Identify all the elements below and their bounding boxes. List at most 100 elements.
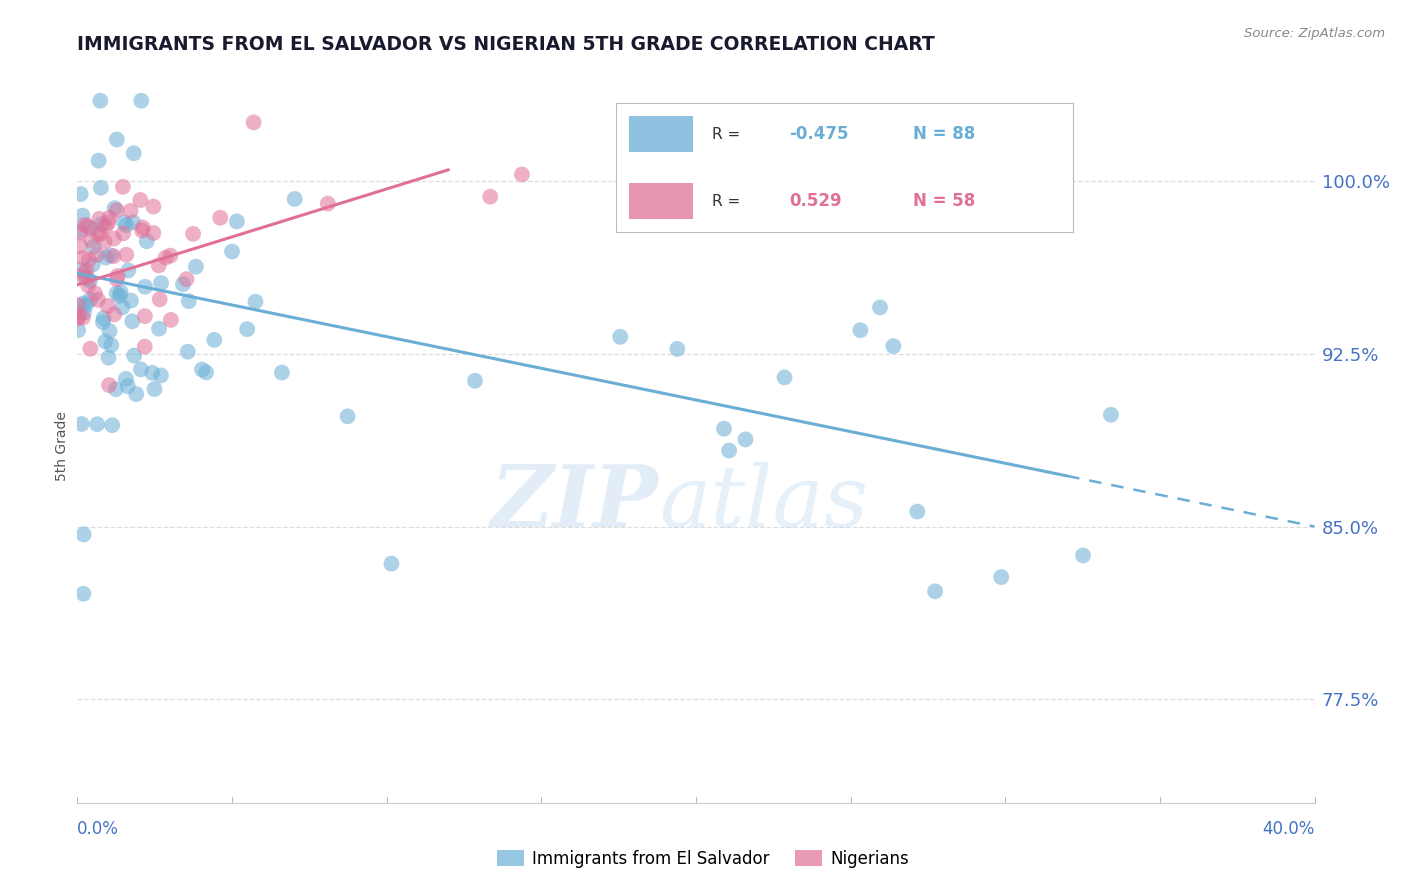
Point <box>87 153 110 168</box>
Point <box>69 223 91 237</box>
Point <box>122 215 145 229</box>
Point <box>105 286 128 301</box>
Point <box>924 584 946 599</box>
Point <box>83 286 105 301</box>
Point <box>100 248 122 262</box>
Point <box>191 362 214 376</box>
Point <box>75 271 97 285</box>
Point <box>177 344 200 359</box>
Point <box>221 244 243 259</box>
Point <box>72 270 94 285</box>
Point <box>98 211 121 225</box>
Point <box>83 239 105 253</box>
Point <box>149 368 172 383</box>
Point <box>67 323 90 337</box>
Point <box>134 309 156 323</box>
Point <box>242 115 264 129</box>
Text: R =: R = <box>711 127 740 142</box>
Point <box>103 231 125 245</box>
Point <box>132 220 155 235</box>
Point <box>176 272 198 286</box>
Point <box>905 505 928 519</box>
Point <box>76 219 98 234</box>
Point <box>66 298 89 312</box>
Point <box>97 216 120 230</box>
Y-axis label: 5th Grade: 5th Grade <box>55 411 69 481</box>
Point <box>122 349 145 363</box>
Point <box>79 293 101 307</box>
Point <box>990 570 1012 584</box>
Point <box>76 263 98 277</box>
Text: IMMIGRANTS FROM EL SALVADOR VS NIGERIAN 5TH GRADE CORRELATION CHART: IMMIGRANTS FROM EL SALVADOR VS NIGERIAN … <box>77 35 935 54</box>
Point <box>104 201 127 215</box>
Text: N = 88: N = 88 <box>912 125 976 144</box>
Point <box>101 418 124 433</box>
Point <box>89 227 111 241</box>
Point <box>150 276 173 290</box>
Point <box>69 262 91 277</box>
Text: N = 58: N = 58 <box>912 192 976 211</box>
Point <box>72 209 94 223</box>
Point <box>134 279 156 293</box>
Point <box>80 221 103 235</box>
Point <box>120 293 142 308</box>
Point <box>79 274 101 288</box>
Point <box>115 219 138 233</box>
Point <box>155 251 177 265</box>
Point <box>380 557 402 571</box>
Point <box>734 433 756 447</box>
Point <box>77 252 100 267</box>
Point <box>105 132 128 146</box>
Point <box>66 311 89 326</box>
Point <box>464 374 486 388</box>
Bar <box>630 183 693 219</box>
Point <box>67 309 90 323</box>
Point <box>104 382 127 396</box>
Point <box>245 294 267 309</box>
Point <box>72 310 94 325</box>
Point <box>148 321 170 335</box>
Point <box>73 527 96 541</box>
Point <box>70 417 93 431</box>
Point <box>236 322 259 336</box>
Point <box>73 305 96 319</box>
Point <box>72 587 94 601</box>
Point <box>69 239 91 253</box>
Text: atlas: atlas <box>659 462 868 544</box>
Point <box>89 94 111 108</box>
Point <box>105 272 128 286</box>
Text: Source: ZipAtlas.com: Source: ZipAtlas.com <box>1244 27 1385 40</box>
Point <box>120 203 142 218</box>
Point <box>172 277 194 292</box>
Point <box>316 196 339 211</box>
Point <box>112 215 135 229</box>
Point <box>510 168 533 182</box>
Point <box>1099 408 1122 422</box>
Point <box>97 351 120 365</box>
Point <box>195 365 218 379</box>
Point <box>86 417 108 432</box>
Point <box>814 185 837 199</box>
Point <box>82 258 104 272</box>
Point <box>773 370 796 384</box>
Point <box>105 203 128 218</box>
Point <box>284 192 307 206</box>
Point <box>108 289 131 303</box>
Point <box>73 218 96 232</box>
Text: ZIP: ZIP <box>491 461 659 545</box>
Point <box>75 298 97 312</box>
Point <box>143 382 166 396</box>
Point <box>336 409 359 424</box>
Point <box>148 259 170 273</box>
Point <box>115 372 138 386</box>
Point <box>160 313 183 327</box>
Point <box>91 315 114 329</box>
Point <box>111 301 134 315</box>
Point <box>666 342 689 356</box>
Text: 40.0%: 40.0% <box>1263 820 1315 838</box>
Point <box>69 187 91 202</box>
Point <box>100 338 122 352</box>
Point <box>479 189 502 203</box>
Point <box>142 226 165 240</box>
Point <box>111 179 134 194</box>
